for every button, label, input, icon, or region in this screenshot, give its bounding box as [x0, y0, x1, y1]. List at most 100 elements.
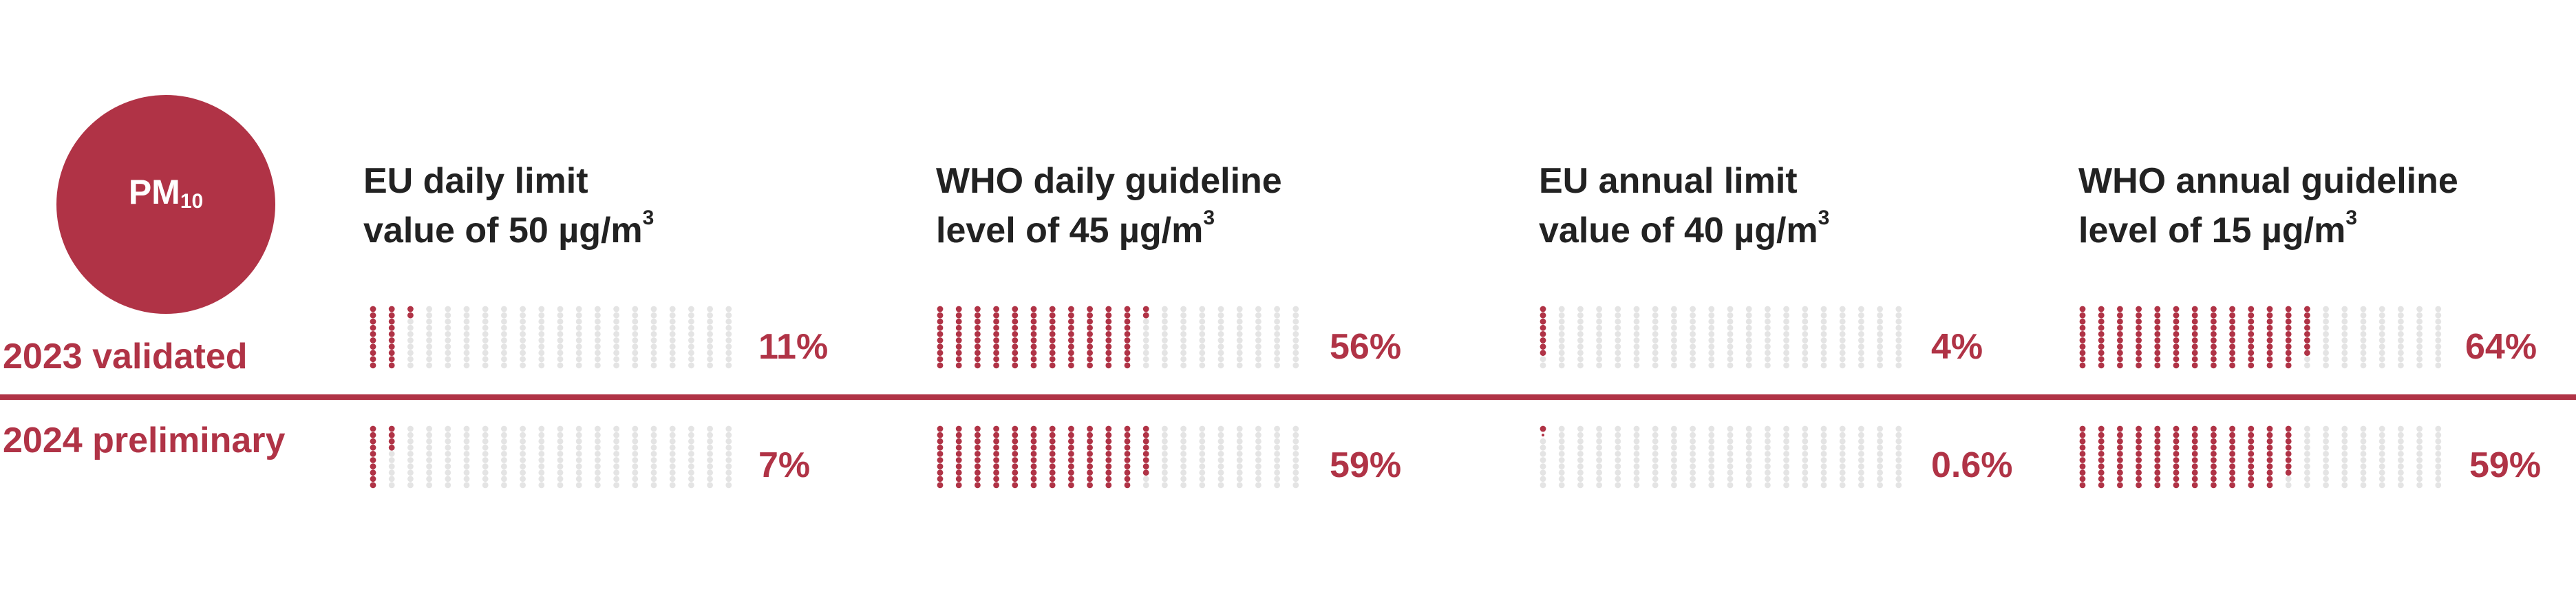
waffle-dot-filled [975, 350, 981, 357]
waffle-dot-filled [2154, 457, 2161, 463]
waffle-dot-empty [707, 425, 713, 432]
waffle-dot-filled [388, 444, 395, 451]
waffle-dot-filled [2098, 444, 2105, 451]
waffle-dot-empty [707, 343, 713, 350]
waffle-dot-filled [1105, 451, 1112, 457]
waffle-dot-filled [1049, 432, 1056, 438]
waffle-dot-empty [1858, 343, 1864, 350]
waffle-dot-empty [1652, 318, 1659, 325]
waffle-dot-empty [707, 350, 713, 357]
waffle-dot-filled [370, 337, 376, 343]
waffle-dot-filled [2098, 476, 2105, 482]
waffle-dot-filled [1124, 324, 1131, 331]
waffle-dot-empty [613, 350, 619, 357]
waffle-dot-filled [2211, 312, 2217, 319]
waffle-dot-empty [1236, 451, 1243, 457]
waffle-dot-empty [1802, 438, 1809, 445]
waffle-dot-filled [2266, 457, 2273, 463]
waffle-dot-empty [2416, 438, 2423, 445]
waffle-dot-filled [2136, 444, 2142, 451]
waffle-dot-empty [1858, 362, 1864, 369]
waffle-dot-empty [1783, 337, 1789, 343]
waffle-2024-who-annual [2079, 425, 2442, 489]
waffle-dot-filled [937, 356, 944, 363]
waffle-dot-empty [538, 482, 545, 489]
waffle-dot-filled [2285, 331, 2292, 337]
waffle-dot-empty [613, 306, 619, 312]
waffle-dot-empty [482, 343, 489, 350]
waffle-dot-filled [2266, 350, 2273, 357]
waffle-dot-empty [1633, 343, 1640, 350]
waffle-dot-empty [1292, 438, 1299, 445]
row-label-2023: 2023 validated [3, 337, 248, 376]
waffle-dot-empty [538, 432, 545, 438]
waffle-dot-filled [1105, 324, 1112, 331]
waffle-dot-empty [2416, 362, 2423, 369]
waffle-dot-filled [2154, 343, 2161, 350]
waffle-dot-empty [1708, 444, 1715, 451]
waffle-dot-filled [2136, 425, 2142, 432]
waffle-dot-filled [2154, 324, 2161, 331]
waffle-dot-empty [501, 312, 507, 319]
waffle-dot-empty [1180, 318, 1186, 325]
waffle-dot-empty [426, 469, 432, 476]
waffle-dot-empty [1292, 463, 1299, 469]
waffle-dot-filled [1012, 476, 1019, 482]
waffle-dot-empty [1671, 362, 1677, 369]
waffle-dot-empty [1274, 350, 1280, 357]
waffle-dot-empty [2378, 482, 2385, 489]
waffle-dot-empty [538, 457, 545, 463]
waffle-dot-filled [955, 438, 962, 445]
waffle-dot-empty [725, 432, 732, 438]
waffle-dot-empty [1255, 343, 1262, 350]
waffle-dot-filled [1068, 482, 1074, 489]
waffle-dot-empty [1162, 482, 1168, 489]
waffle-dot-filled [2191, 432, 2198, 438]
waffle-dot-filled [370, 318, 376, 325]
waffle-dot-empty [2398, 438, 2404, 445]
waffle-dot-empty [445, 312, 451, 319]
pollutant-subscript: 10 [180, 190, 204, 213]
waffle-dot-filled [2285, 324, 2292, 331]
waffle-dot-filled [2229, 476, 2235, 482]
waffle-dot-empty [1820, 343, 1827, 350]
waffle-dot-empty [1671, 463, 1677, 469]
waffle-dot-empty [669, 463, 676, 469]
waffle-dot-empty [632, 425, 639, 432]
waffle-dot-empty [595, 324, 601, 331]
waffle-dot-empty [501, 476, 507, 482]
waffle-dot-filled [2136, 356, 2142, 363]
waffle-dot-empty [2378, 469, 2385, 476]
waffle-dot-empty [1727, 438, 1734, 445]
waffle-dot-empty [1236, 324, 1243, 331]
waffle-dot-empty [407, 324, 414, 331]
waffle-dot-empty [1820, 312, 1827, 319]
waffle-dot-empty [426, 425, 432, 432]
waffle-dot-empty [1236, 457, 1243, 463]
waffle-dot-empty [1558, 457, 1565, 463]
waffle-dot-empty [1727, 337, 1734, 343]
waffle-dot-empty [2378, 318, 2385, 325]
waffle-dot-empty [1255, 331, 1262, 337]
waffle-dot-empty [613, 331, 619, 337]
waffle-dot-filled [388, 306, 395, 312]
waffle-dot-filled [1068, 469, 1074, 476]
waffle-dot-filled [2211, 432, 2217, 438]
waffle-dot-empty [463, 444, 470, 451]
waffle-dot-filled [370, 350, 376, 357]
waffle-dot-empty [1615, 356, 1621, 363]
waffle-dot-empty [1783, 343, 1789, 350]
waffle-dot-empty [1255, 438, 1262, 445]
waffle-dot-empty [445, 356, 451, 363]
waffle-dot-filled [993, 356, 999, 363]
waffle-dot-empty [1671, 457, 1677, 463]
waffle-dot-filled [370, 432, 376, 438]
waffle-dot-empty [1142, 482, 1149, 489]
waffle-dot-empty [1708, 476, 1715, 482]
waffle-dot-filled [975, 356, 981, 363]
waffle-dot-filled [2117, 451, 2123, 457]
waffle-dot-empty [2323, 312, 2329, 319]
waffle-dot-filled [2136, 343, 2142, 350]
waffle-dot-empty [613, 425, 619, 432]
waffle-dot-empty [2398, 350, 2404, 357]
